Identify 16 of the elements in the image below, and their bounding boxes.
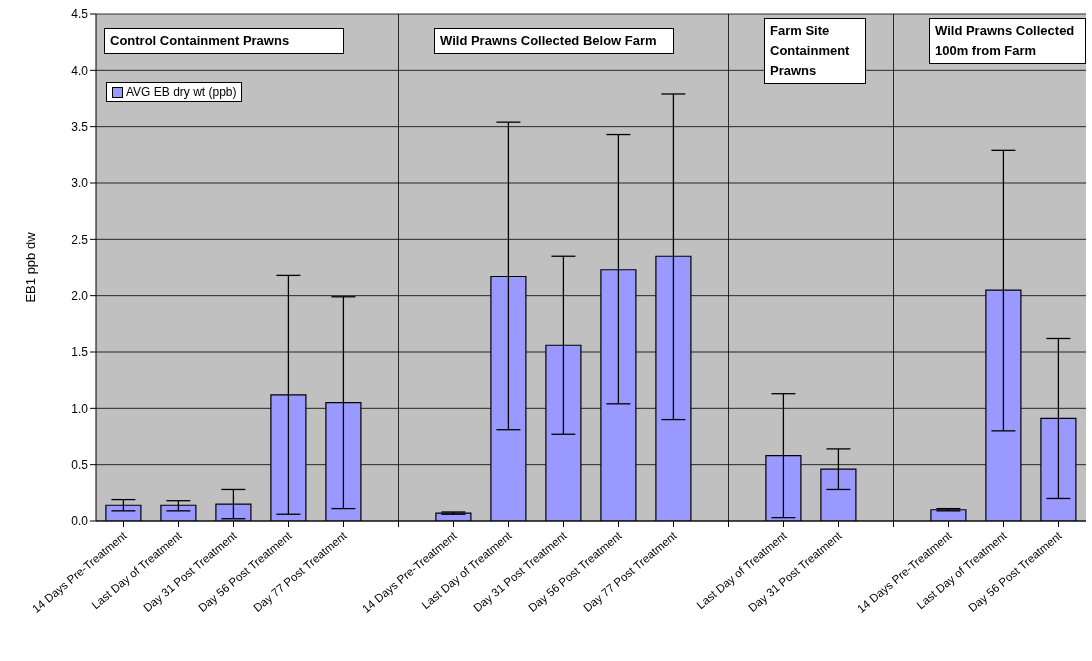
text-box: Farm Site Containment Prawns [764, 18, 866, 84]
legend-label: AVG EB dry wt (ppb) [126, 85, 237, 99]
y-tick-label: 1.0 [71, 401, 89, 416]
y-axis-title: EB1 ppb dw [22, 231, 38, 303]
text-box: Wild Prawns Collected Below Farm [434, 28, 675, 54]
text-box: Control Containment Prawns [104, 28, 345, 54]
y-tick-label: 0.0 [71, 514, 89, 529]
y-tick-label: 3.5 [71, 119, 89, 134]
y-tick-label: 4.0 [71, 63, 89, 78]
y-tick-label: 2.5 [71, 232, 89, 247]
y-tick-label: 3.0 [71, 176, 89, 191]
y-tick-label: 2.0 [71, 288, 89, 303]
y-tick-label: 4.5 [71, 7, 89, 22]
y-tick-label: 0.5 [71, 457, 89, 472]
text-box: Wild Prawns Collected 100m from Farm [929, 18, 1086, 64]
y-tick-label: 1.5 [71, 345, 89, 360]
